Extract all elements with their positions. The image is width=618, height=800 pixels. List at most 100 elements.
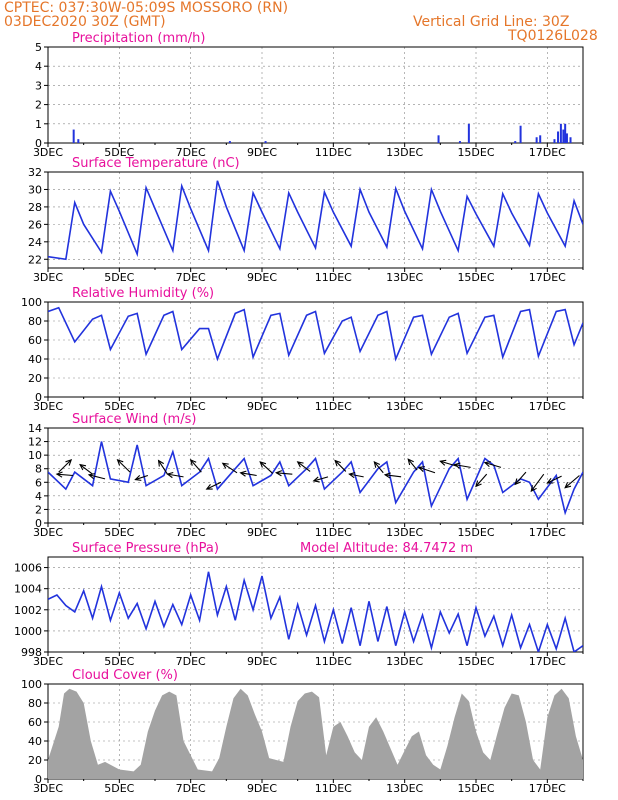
x-tick-label: 9DEC <box>247 655 277 668</box>
plot-frame <box>47 301 584 398</box>
x-tick-label: 9DEC <box>247 146 277 159</box>
precip-bar <box>562 129 565 143</box>
plot-frame <box>47 46 584 144</box>
wind-arrow-head <box>87 473 96 480</box>
x-tick-label: 13DEC <box>386 526 423 539</box>
wind-arrow-head <box>55 471 63 478</box>
x-tick-label: 5DEC <box>104 655 134 668</box>
x-tick-label: 17DEC <box>529 782 566 795</box>
x-tick-label: 7DEC <box>176 526 206 539</box>
wind-arrow-head <box>205 484 213 490</box>
wind-arrow <box>58 459 72 473</box>
wind-arrow-head <box>259 461 267 468</box>
model-altitude: Model Altitude: 84.7472 m <box>300 541 473 556</box>
wind-arrow-head <box>564 481 572 489</box>
panel-0: 0 1 2 3 4 5 3DEC 5DEC 7DEC 9DEC 11DEC 13DEC 15DEC 17D… <box>33 31 584 159</box>
y-tick-label: 3 <box>35 79 42 92</box>
x-tick-label: 11DEC <box>315 655 352 668</box>
precip-bar <box>557 131 560 143</box>
wind-arrow <box>135 474 149 481</box>
wind-arrow <box>384 474 402 478</box>
y-tick-label: 4 <box>35 490 42 503</box>
x-tick-label: 11DEC <box>315 400 352 413</box>
wind-arrow <box>418 466 436 474</box>
panel-2: 0 20 40 60 80 100 3DEC 5DEC 7DEC 9DEC 11DEC 13DEC 15… <box>21 286 584 413</box>
y-tick-label: 28 <box>28 201 42 214</box>
wind-arrow <box>484 462 502 468</box>
y-tick-label: 1006 <box>14 562 42 575</box>
y-tick-label: 998 <box>21 646 42 659</box>
panel-title: Relative Humidity (%) <box>72 286 214 301</box>
wind-arrow-head <box>453 462 461 469</box>
wind-arrow <box>259 461 274 474</box>
precip-bar <box>514 141 517 143</box>
precip-bar <box>559 123 562 143</box>
wind-arrow-head <box>189 458 197 466</box>
x-tick-label: 15DEC <box>457 782 494 795</box>
x-tick-label: 3DEC <box>33 400 63 413</box>
y-tick-label: 0 <box>35 517 42 530</box>
y-tick-label: 12 <box>28 436 42 449</box>
x-tick-label: 17DEC <box>529 271 566 284</box>
precip-bar <box>564 123 567 143</box>
wind-arrow <box>514 471 527 485</box>
x-tick-label: 5DEC <box>104 526 134 539</box>
x-tick-label: 11DEC <box>315 146 352 159</box>
x-tick-label: 15DEC <box>457 271 494 284</box>
run-code: TQ0126L028 <box>507 28 598 44</box>
wind-arrow-head <box>417 466 425 472</box>
x-tick-label: 11DEC <box>315 782 352 795</box>
grid-note: Vertical Grid Line: 30Z <box>413 14 569 30</box>
precip-bar <box>539 135 542 143</box>
wind-arrow <box>334 460 347 472</box>
wind-arrow <box>313 476 329 482</box>
plot-area <box>48 306 583 362</box>
x-tick-label: 7DEC <box>176 655 206 668</box>
wind-arrow-head <box>157 459 164 467</box>
x-tick-label: 13DEC <box>386 400 423 413</box>
wind-arrow <box>158 460 168 475</box>
wind-arrow-head <box>475 480 482 488</box>
panel-1: 22 24 26 28 30 32 3DEC 5DEC 7DEC 9DEC 11DEC 13DEC 15… <box>28 156 584 284</box>
y-tick-label: 32 <box>28 166 42 179</box>
x-tick-label: 17DEC <box>529 526 566 539</box>
x-tick-label: 9DEC <box>247 782 277 795</box>
y-tick-label: 2 <box>35 99 42 112</box>
y-tick-label: 60 <box>28 716 42 729</box>
precip-bar <box>437 135 440 143</box>
y-tick-label: 22 <box>28 253 42 266</box>
x-tick-label: 5DEC <box>104 271 134 284</box>
wind-arrow-head <box>383 472 391 479</box>
panel-title: Surface Pressure (hPa) <box>72 541 219 556</box>
wind-arrow-head <box>348 472 356 479</box>
wind-arrow-head <box>221 462 229 469</box>
x-tick-label: 13DEC <box>386 146 423 159</box>
wind-arrow-head <box>439 459 447 466</box>
plot-frame <box>47 556 584 653</box>
wind-arrow <box>79 464 93 475</box>
wind-arrow-head <box>546 477 554 484</box>
wind-arrow <box>373 461 384 474</box>
station-header: CPTEC: 037:30W-05:09S MOSSORO (RN) <box>4 0 288 16</box>
x-tick-label: 9DEC <box>247 400 277 413</box>
series-line <box>48 306 583 362</box>
y-tick-label: 24 <box>28 236 42 249</box>
wind-arrow <box>530 473 545 492</box>
precip-bar <box>264 141 267 143</box>
wind-arrow-head <box>65 459 73 466</box>
x-tick-label: 11DEC <box>315 526 352 539</box>
wind-arrow <box>440 460 457 467</box>
y-tick-label: 1 <box>35 118 42 131</box>
precip-bar <box>565 133 568 143</box>
plot-area <box>48 571 583 652</box>
wind-arrow <box>117 459 131 473</box>
wind-arrow <box>349 473 364 478</box>
wind-arrow <box>407 458 418 471</box>
panel-title: Surface Wind (m/s) <box>72 412 196 427</box>
wind-arrow-head <box>79 463 87 471</box>
x-tick-label: 9DEC <box>247 271 277 284</box>
y-tick-label: 20 <box>28 754 42 767</box>
plot-area <box>48 441 583 516</box>
